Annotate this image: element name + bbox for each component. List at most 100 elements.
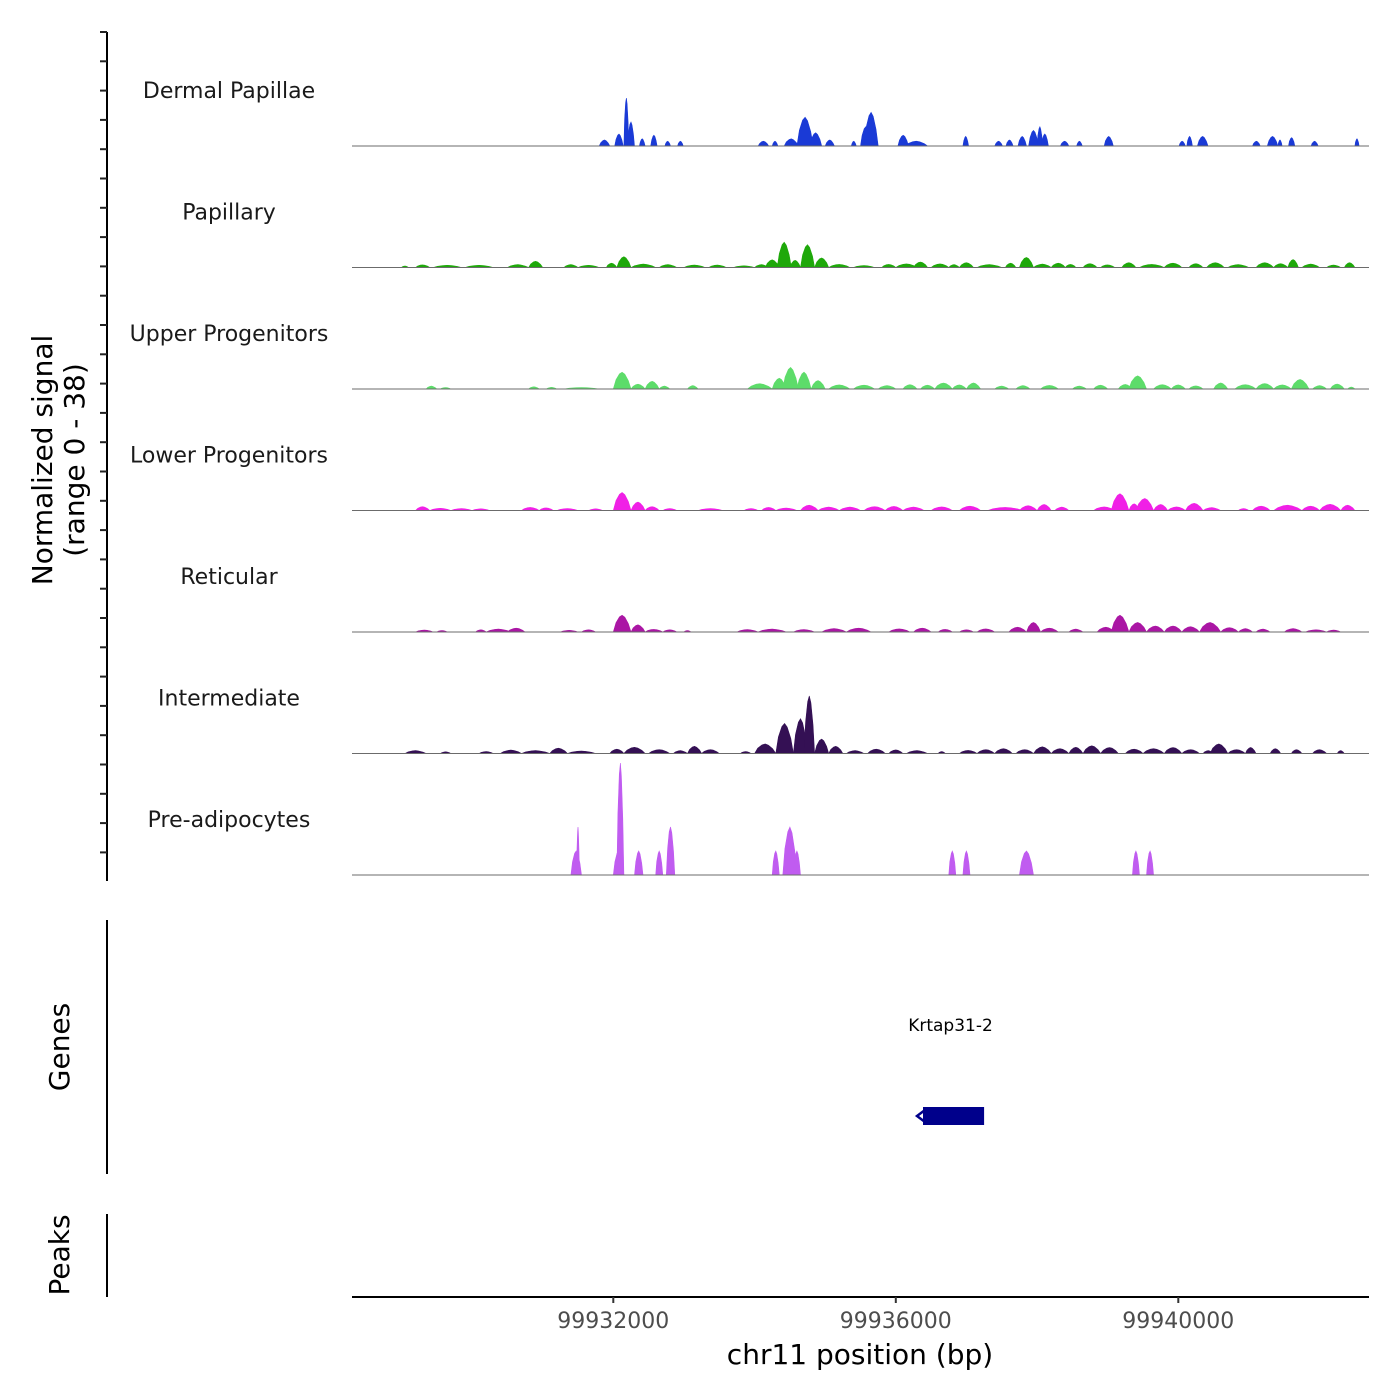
signal-peak (1050, 262, 1067, 268)
gene-body (923, 1107, 985, 1125)
signal-peak (1153, 504, 1169, 511)
signal-peak (850, 140, 857, 147)
signal-peak (816, 506, 840, 511)
signal-peak (1252, 140, 1261, 147)
signal-peak (1181, 626, 1201, 633)
signal-peak (1198, 622, 1222, 633)
signal-peak (827, 384, 851, 390)
signal-peak (605, 262, 618, 268)
signal-peak (1301, 505, 1321, 511)
signal-peak (1287, 259, 1299, 268)
signal-peak (1178, 140, 1186, 147)
signal-peak (746, 383, 774, 390)
track-label: Pre-adipocytes (148, 808, 311, 833)
signal-peak (783, 138, 799, 147)
signal-peak (528, 260, 544, 268)
signal-peak (1251, 505, 1271, 511)
track-label: Reticular (180, 565, 278, 590)
signal-peak (639, 138, 646, 147)
signal-peak (700, 749, 721, 754)
signal-peak (919, 384, 936, 390)
signal-peak (948, 850, 957, 876)
track-lower-progenitors: Lower Progenitors (130, 444, 1369, 511)
signal-peak (951, 384, 968, 390)
signal-peak (1180, 749, 1201, 754)
signal-peak (793, 850, 801, 876)
signal-peak (782, 366, 799, 390)
signal-peak (1244, 747, 1257, 754)
signal-peak (1004, 262, 1017, 268)
track-upper-progenitors: Upper Progenitors (130, 322, 1369, 390)
signal-peak (1163, 747, 1183, 754)
signal-peak (614, 133, 624, 147)
track-pre-adipocytes: Pre-adipocytes (148, 762, 1369, 876)
signal-peak (1152, 384, 1173, 390)
signal-peak (414, 506, 431, 511)
signal-peak (810, 380, 826, 390)
signal-peak (1277, 139, 1283, 147)
signal-peak (1026, 622, 1042, 633)
signal-peak (838, 506, 861, 511)
signal-peak (576, 826, 580, 876)
signal-peak (1290, 749, 1303, 754)
signal-peak (1205, 262, 1225, 268)
signal-peak (634, 850, 644, 876)
signal-peak (814, 738, 830, 754)
signal-peak (1068, 746, 1084, 754)
gene-krtap31-2: Krtap31-2 (908, 1016, 993, 1125)
signal-peak (912, 627, 933, 633)
track-label: Dermal Papillae (143, 79, 315, 104)
signal-peak (965, 382, 982, 390)
signal-peak (1050, 748, 1070, 754)
genes-panel-label: Genes (43, 1003, 76, 1091)
signal-peak (1213, 382, 1229, 390)
signal-peak (888, 749, 904, 754)
signal-peak (1032, 746, 1052, 754)
signal-peak (1340, 504, 1356, 511)
signal-peak (1269, 748, 1282, 754)
signal-peak (1310, 140, 1319, 147)
signal-peak (598, 139, 611, 147)
signal-peak (1015, 385, 1031, 390)
signal-peak (1142, 748, 1166, 754)
signal-peak (800, 244, 815, 268)
signal-peak (647, 749, 671, 754)
signal-peak (1311, 749, 1328, 754)
signal-peak (1219, 627, 1240, 633)
signal-peak (506, 627, 526, 633)
signal-peak (789, 259, 801, 268)
signal-peak (1008, 626, 1028, 633)
x-axis-title: chr11 position (bp) (727, 1338, 993, 1371)
signal-peak (930, 506, 954, 511)
signal-peak (1186, 135, 1193, 147)
signal-peak (650, 134, 658, 147)
peaks-panel-label: Peaks (43, 1214, 76, 1295)
signal-peak (1163, 262, 1183, 268)
signal-peak (993, 748, 1014, 754)
signal-peak (1110, 493, 1130, 511)
signal-peak (771, 850, 780, 876)
signal-peak (962, 850, 971, 876)
signal-peak (1082, 263, 1098, 268)
gene-label: Krtap31-2 (908, 1016, 993, 1036)
signal-peak (570, 850, 582, 876)
signal-peak (958, 505, 982, 511)
signal-peak (866, 748, 887, 754)
signal-peak (644, 380, 660, 390)
signal-peak (627, 121, 635, 147)
signal-peak (902, 384, 918, 390)
signal-peak (1318, 503, 1342, 511)
signal-peak (1188, 263, 1204, 268)
signal-peak (499, 749, 522, 754)
signal-peak (1128, 622, 1148, 633)
signal-peak (776, 241, 792, 268)
signal-peak (1036, 504, 1052, 511)
signal-peak (655, 850, 664, 876)
y-axis-title: Normalized signal (26, 335, 59, 586)
signal-peak (1272, 384, 1293, 390)
track-dermal-papillae: Dermal Papillae (143, 79, 1369, 147)
signal-peak (1099, 747, 1119, 754)
signal-peak (1343, 262, 1356, 268)
signal-peak (644, 506, 660, 511)
track-label: Intermediate (158, 687, 300, 712)
